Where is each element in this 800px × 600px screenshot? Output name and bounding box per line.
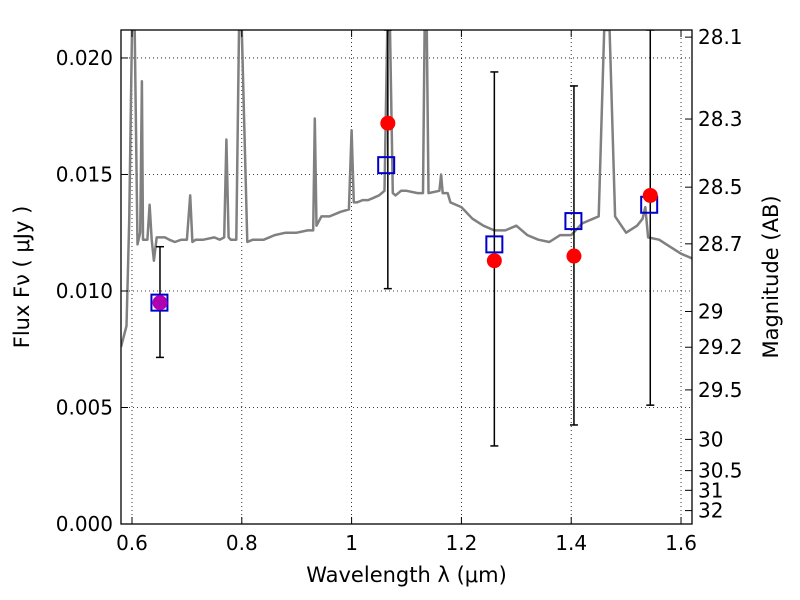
observed-point-circle [486, 253, 502, 269]
magnitude-tick-label: 29 [698, 299, 723, 323]
plot-frame [120, 29, 693, 525]
spectrum-line [121, 30, 692, 348]
plot-area [121, 30, 692, 447]
x-tick-label: 1.6 [665, 531, 697, 555]
magnitude-tick-label: 28.3 [698, 107, 743, 131]
observed-point-circle [566, 248, 582, 264]
magnitude-axis-label: Magnitude (AB) [759, 195, 783, 358]
axes: 0.6 0.8 1 1.2 1.4 1.6 0.000 0.005 0.010 0.015 0.02… [56, 25, 743, 555]
magnitude-tick-label: 30 [698, 427, 723, 451]
magnitude-tick-label: 28.1 [698, 25, 743, 49]
magnitude-tick-label: 28.5 [698, 175, 743, 199]
x-tick-label: 1.2 [445, 531, 477, 555]
magnitude-tick-label: 28.7 [698, 232, 743, 256]
model-point-square [564, 212, 583, 231]
y-tick-label: 0.020 [56, 46, 113, 70]
magnitude-tick-label: 30.5 [698, 459, 743, 483]
observed-point-circle [152, 295, 168, 311]
grid-lines [121, 30, 692, 524]
magnitude-tick-label: 29.2 [698, 335, 743, 359]
model-point-square [485, 235, 504, 254]
x-tick-label: 0.6 [116, 531, 148, 555]
y-tick-label: 0.000 [56, 512, 113, 536]
magnitude-tick-label: 29.5 [698, 378, 743, 402]
x-tick-label: 1 [345, 531, 358, 555]
magnitude-tick-label: 31 [698, 478, 723, 502]
x-axis-label: Wavelength λ (μm) [306, 563, 507, 587]
observed-point-circle [380, 115, 396, 131]
model-point-square [377, 156, 396, 175]
magnitude-tick-label: 32 [698, 499, 723, 523]
observed-point-circle [642, 187, 658, 203]
y-tick-label: 0.015 [56, 162, 113, 186]
y-axis-label: Flux Fν ( μJy ) [10, 206, 34, 349]
x-tick-label: 1.4 [555, 531, 587, 555]
y-tick-label: 0.010 [56, 279, 113, 303]
y-tick-label: 0.005 [56, 395, 113, 419]
x-tick-label: 0.8 [226, 531, 258, 555]
